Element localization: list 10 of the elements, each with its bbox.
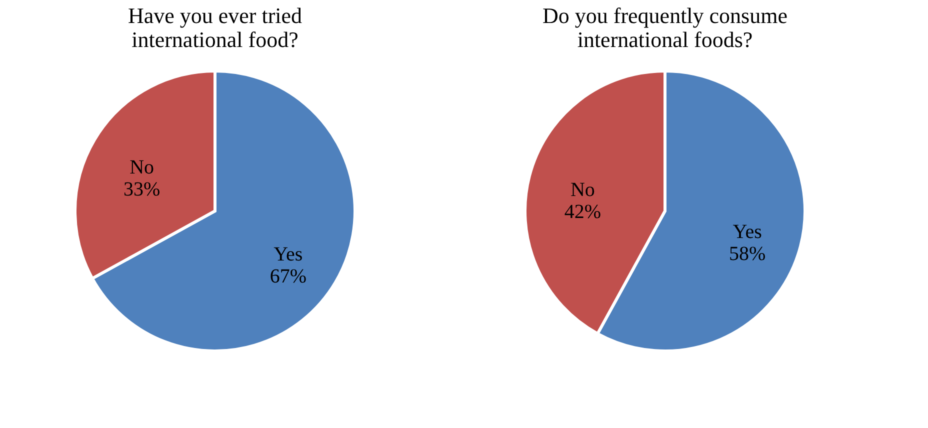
data-label: 33%	[124, 178, 160, 201]
slice-label: Yes	[274, 243, 303, 266]
data-label: 67%	[270, 265, 306, 288]
slice-label: Yes	[732, 221, 762, 244]
chart-title: Do you frequently consume international foods?	[542, 3, 788, 52]
slice-label: No	[570, 178, 595, 201]
data-label: 58%	[728, 243, 766, 266]
slice-label: No	[130, 156, 154, 179]
data-label: 42%	[564, 200, 602, 223]
chart-title: Have you ever tried international food?	[128, 3, 302, 52]
